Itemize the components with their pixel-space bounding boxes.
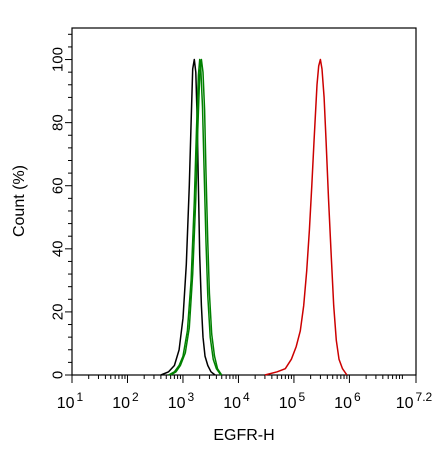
- x-tick-exponent: 4: [243, 390, 250, 404]
- x-tick-label: 10 7.2: [396, 390, 433, 412]
- x-tick-label: 10 1: [57, 390, 84, 412]
- series-line-2: [168, 58, 222, 376]
- series-line-1: [160, 58, 216, 376]
- y-tick-label: 0: [49, 371, 66, 379]
- x-tick-base: 10: [334, 395, 352, 412]
- x-axis-title: EGFR-H: [213, 427, 274, 444]
- x-tick-label: 10 2: [112, 390, 139, 412]
- series-line-3: [170, 58, 223, 376]
- x-tick-exponent: 2: [132, 390, 139, 404]
- x-axis-ticks: 10 1 10 2 10 3 10 4 10 5 10 6 10 7.2: [57, 375, 433, 412]
- x-tick-exponent: 3: [188, 390, 195, 404]
- y-tick-label: 80: [49, 114, 66, 131]
- x-tick-base: 10: [279, 395, 297, 412]
- x-tick-label: 10 3: [168, 390, 195, 412]
- x-tick-exponent: 5: [298, 390, 305, 404]
- y-axis-ticks: 0 20 40 60 80 100: [49, 33, 72, 379]
- x-tick-label: 10 5: [279, 390, 306, 412]
- x-tick-base: 10: [223, 395, 241, 412]
- x-tick-label: 10 4: [223, 390, 250, 412]
- x-tick-base: 10: [112, 395, 130, 412]
- plot-frame: [71, 27, 417, 376]
- x-tick-base: 10: [396, 395, 414, 412]
- series-line-4: [264, 58, 348, 376]
- x-tick-exponent: 6: [354, 390, 361, 404]
- series-layer: [160, 58, 348, 376]
- y-tick-label: 60: [49, 177, 66, 194]
- x-tick-base: 10: [168, 395, 186, 412]
- y-tick-label: 20: [49, 304, 66, 321]
- y-tick-label: 40: [49, 240, 66, 257]
- x-tick-exponent: 7.2: [416, 390, 433, 404]
- x-tick-label: 10 6: [334, 390, 361, 412]
- y-axis-title: Count (%): [11, 165, 28, 237]
- y-tick-label: 100: [49, 47, 66, 72]
- x-tick-base: 10: [57, 395, 75, 412]
- x-tick-exponent: 1: [77, 390, 84, 404]
